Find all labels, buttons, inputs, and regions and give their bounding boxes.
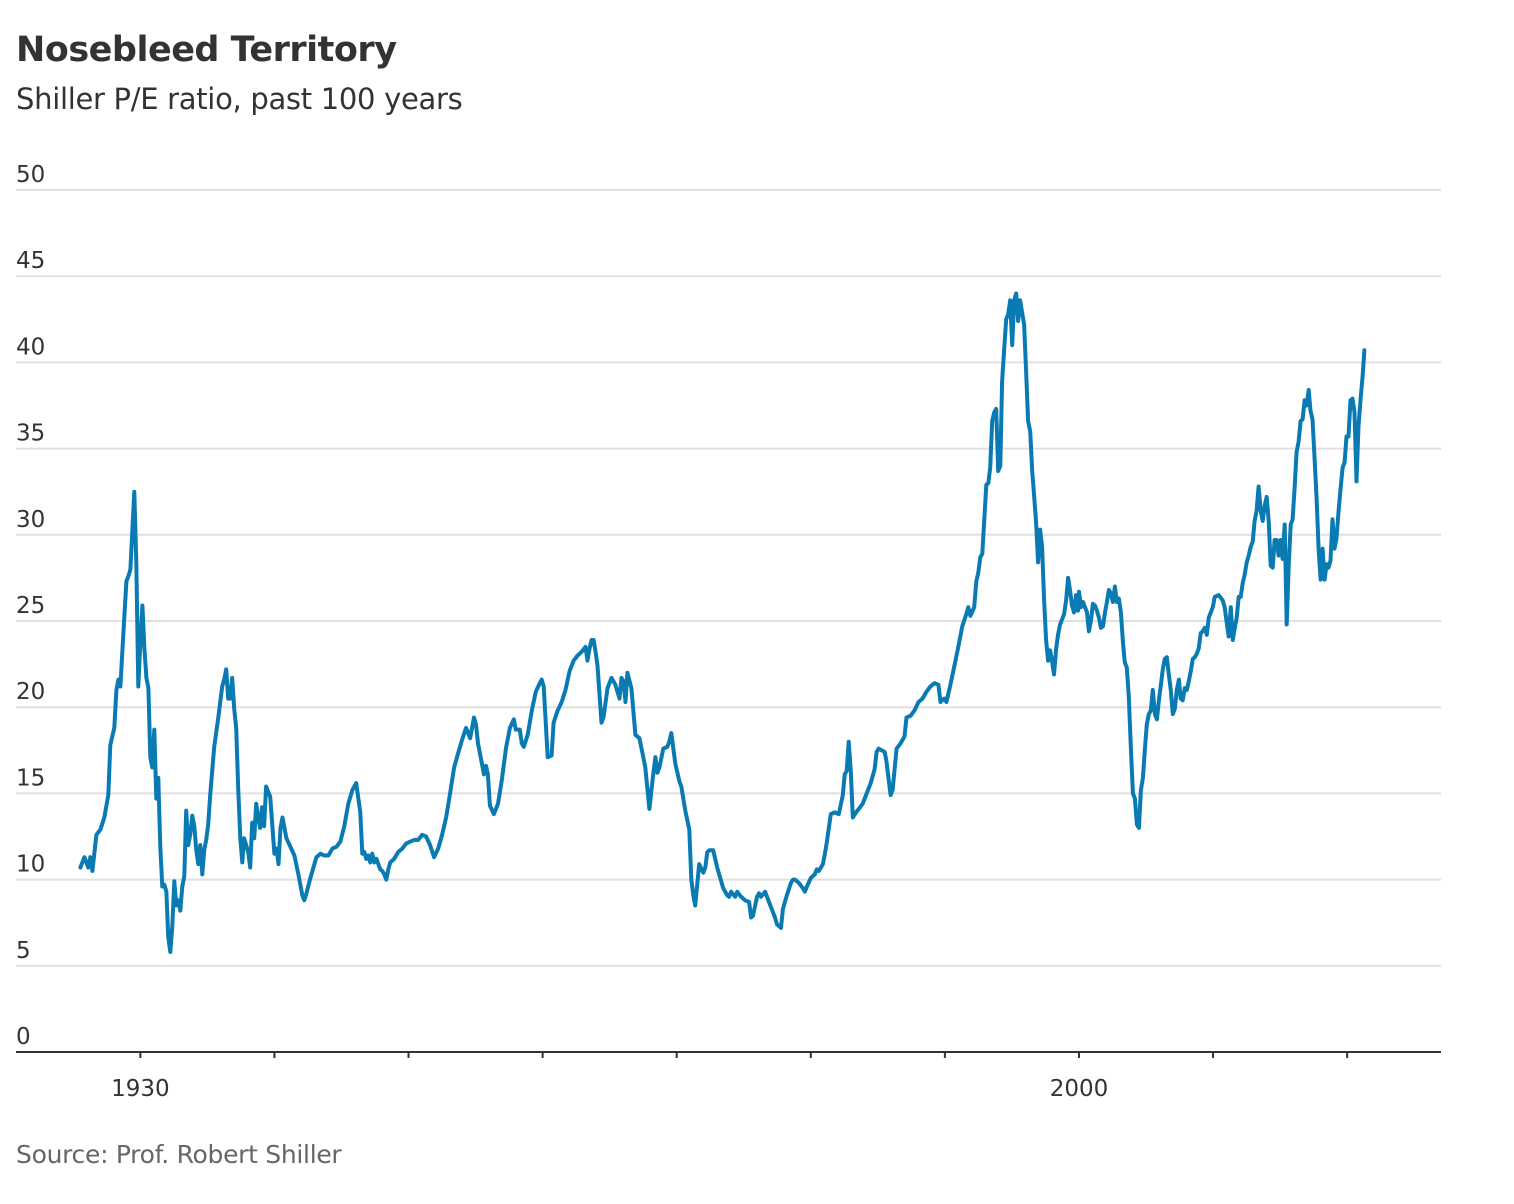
series-layer [78,291,1367,954]
y-tick-label: 35 [16,421,45,447]
source-note: Source: Prof. Robert Shiller [16,1140,342,1169]
y-tick-label: 10 [16,852,45,878]
chart-subtitle: Shiller P/E ratio, past 100 years [16,82,463,116]
y-tick-label: 0 [16,1024,31,1050]
y-tick-label: 50 [16,162,45,188]
y-tick-label: 15 [16,765,45,791]
y-tick-label: 5 [16,938,31,964]
y-tick-label: 45 [16,248,45,274]
x-axis: 1930 2000 [16,1051,1441,1102]
y-axis-tick-labels: 0 5 10 15 20 25 30 35 40 45 50 [16,162,45,1050]
y-tick-label: 20 [16,679,45,705]
y-tick-label: 25 [16,593,45,619]
chart-title: Nosebleed Territory [16,30,397,70]
y-tick-label: 40 [16,334,45,360]
x-tick-label: 2000 [1050,1076,1109,1102]
x-tick-label: 1930 [111,1076,170,1102]
series-line [78,291,1367,954]
gridlines [16,189,1441,967]
y-tick-label: 30 [16,507,45,533]
